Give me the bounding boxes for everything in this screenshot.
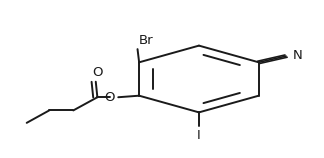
Text: N: N xyxy=(293,49,303,62)
Text: O: O xyxy=(92,66,103,79)
Text: I: I xyxy=(197,129,201,142)
Text: Br: Br xyxy=(139,34,154,47)
Text: O: O xyxy=(104,91,114,104)
